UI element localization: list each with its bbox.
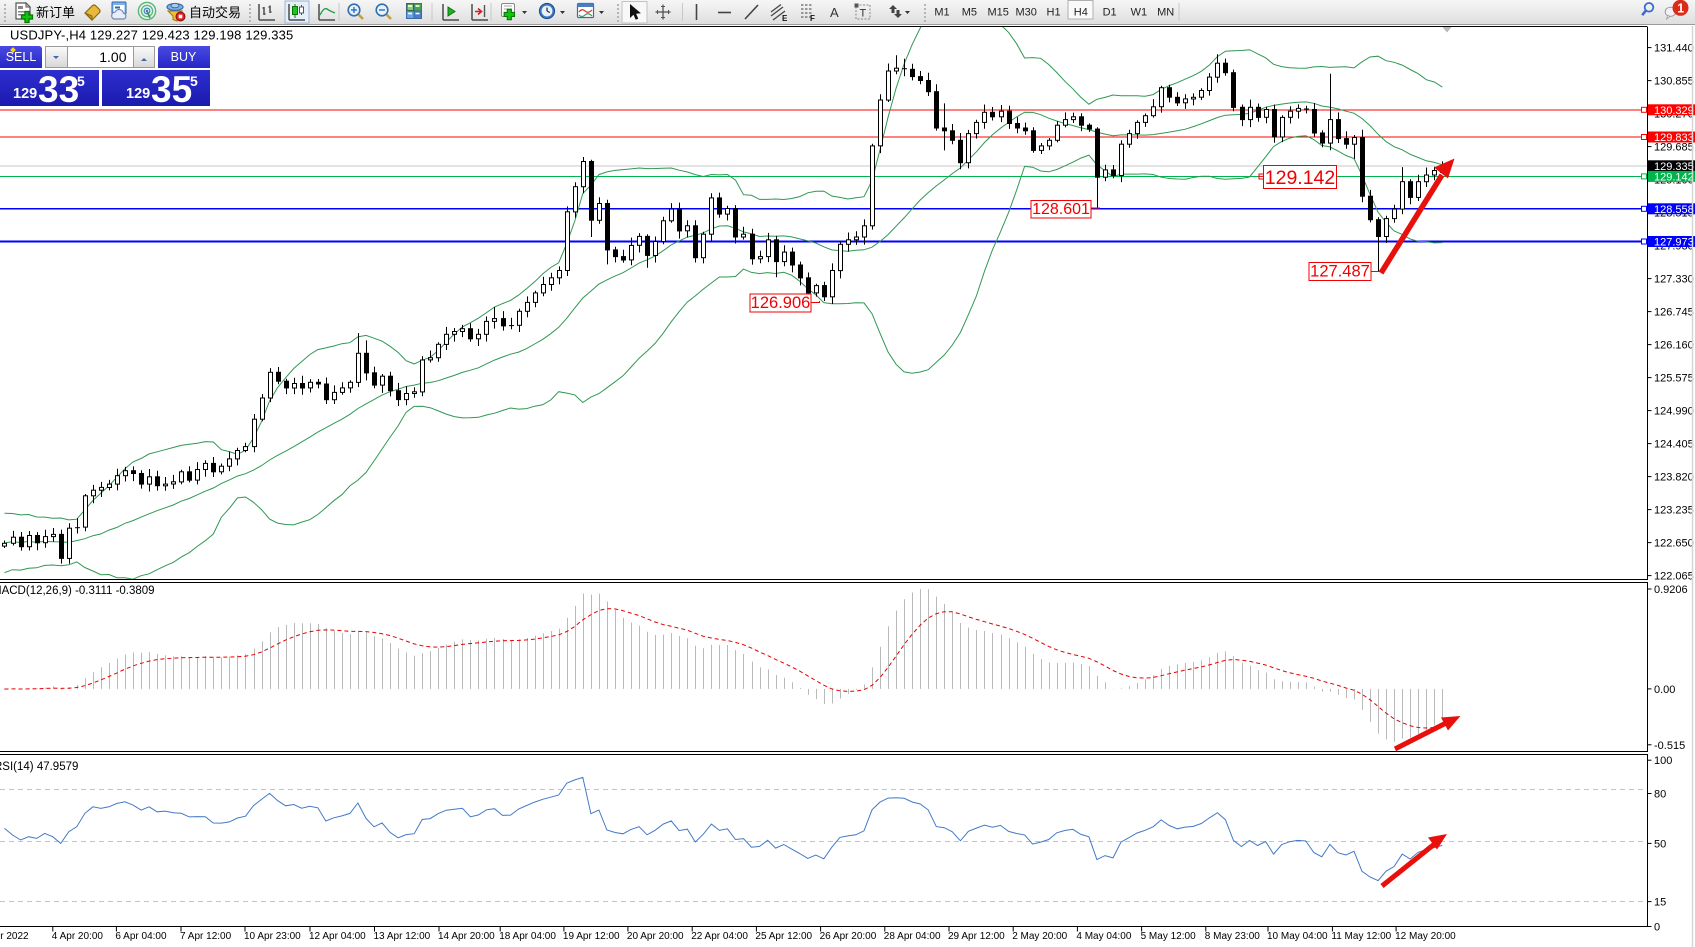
svg-text:131.440: 131.440 bbox=[1654, 43, 1694, 55]
svg-text:26 Apr 20:00: 26 Apr 20:00 bbox=[820, 931, 877, 942]
svg-text:129.142: 129.142 bbox=[1654, 171, 1694, 183]
svg-text:M30: M30 bbox=[1016, 7, 1037, 19]
svg-text:MN: MN bbox=[1157, 7, 1174, 19]
svg-text:127.487: 127.487 bbox=[1310, 263, 1370, 281]
svg-text:T: T bbox=[860, 8, 867, 20]
svg-text:12 May 20:00: 12 May 20:00 bbox=[1395, 931, 1456, 942]
svg-text:80: 80 bbox=[1654, 789, 1666, 801]
svg-text:13 Apr 12:00: 13 Apr 12:00 bbox=[374, 931, 431, 942]
svg-text:A: A bbox=[830, 5, 839, 20]
svg-text:19 Apr 12:00: 19 Apr 12:00 bbox=[563, 931, 620, 942]
svg-text:14 Apr 20:00: 14 Apr 20:00 bbox=[438, 931, 495, 942]
svg-text:-0.515: -0.515 bbox=[1654, 740, 1685, 752]
svg-text:25 Apr 12:00: 25 Apr 12:00 bbox=[755, 931, 812, 942]
svg-text:28 Apr 04:00: 28 Apr 04:00 bbox=[884, 931, 941, 942]
svg-text:H4: H4 bbox=[1074, 7, 1088, 19]
svg-text:129.833: 129.833 bbox=[1654, 132, 1694, 144]
svg-text:125.575: 125.575 bbox=[1654, 373, 1694, 385]
svg-text:123.820: 123.820 bbox=[1654, 472, 1694, 484]
svg-text:122.650: 122.650 bbox=[1654, 538, 1694, 550]
svg-text:20 Apr 20:00: 20 Apr 20:00 bbox=[627, 931, 684, 942]
svg-text:10 May 04:00: 10 May 04:00 bbox=[1267, 931, 1328, 942]
svg-text:自动交易: 自动交易 bbox=[189, 5, 241, 20]
svg-text:2 May 20:00: 2 May 20:00 bbox=[1012, 931, 1067, 942]
svg-text:0.00: 0.00 bbox=[1654, 684, 1675, 696]
svg-text:Apr 2022: Apr 2022 bbox=[0, 931, 29, 942]
svg-text:123.235: 123.235 bbox=[1654, 505, 1694, 517]
svg-text:M1: M1 bbox=[934, 7, 949, 19]
svg-text:124.405: 124.405 bbox=[1654, 439, 1694, 451]
svg-text:USDJPY-,H4 129.227 129.423 12: USDJPY-,H4 129.227 129.423 129.198 129.3… bbox=[10, 28, 293, 43]
svg-text:126.160: 126.160 bbox=[1654, 340, 1694, 352]
svg-text:F: F bbox=[810, 14, 815, 23]
svg-text:129.335: 129.335 bbox=[1654, 161, 1694, 173]
svg-text:126.906: 126.906 bbox=[751, 294, 811, 312]
svg-text:127.973: 127.973 bbox=[1654, 237, 1694, 249]
svg-text:0.9206: 0.9206 bbox=[1654, 584, 1688, 596]
svg-text:8 May 23:00: 8 May 23:00 bbox=[1205, 931, 1260, 942]
svg-text:M5: M5 bbox=[962, 7, 977, 19]
svg-text:M15: M15 bbox=[988, 7, 1009, 19]
svg-text:130.855: 130.855 bbox=[1654, 76, 1694, 88]
svg-text:5 May 12:00: 5 May 12:00 bbox=[1141, 931, 1196, 942]
svg-text:126.745: 126.745 bbox=[1654, 307, 1694, 319]
svg-text:4 Apr 20:00: 4 Apr 20:00 bbox=[52, 931, 104, 942]
svg-text:50: 50 bbox=[1654, 838, 1666, 850]
svg-text:6 Apr 04:00: 6 Apr 04:00 bbox=[115, 931, 167, 942]
svg-text:W1: W1 bbox=[1131, 7, 1148, 19]
svg-text:22 Apr 04:00: 22 Apr 04:00 bbox=[691, 931, 748, 942]
svg-text:122.065: 122.065 bbox=[1654, 571, 1694, 583]
svg-text:0: 0 bbox=[1654, 922, 1660, 934]
svg-text:H1: H1 bbox=[1047, 7, 1061, 19]
svg-text:130.329: 130.329 bbox=[1654, 105, 1694, 117]
svg-text:7 Apr 12:00: 7 Apr 12:00 bbox=[180, 931, 232, 942]
svg-text:128.601: 128.601 bbox=[1032, 201, 1090, 218]
svg-text:129.142: 129.142 bbox=[1265, 167, 1336, 189]
svg-text:11 May 12:00: 11 May 12:00 bbox=[1331, 931, 1391, 942]
svg-text:4 May 04:00: 4 May 04:00 bbox=[1076, 931, 1131, 942]
svg-text:D1: D1 bbox=[1103, 7, 1117, 19]
svg-text:新订单: 新订单 bbox=[36, 5, 75, 20]
svg-text:10 Apr 23:00: 10 Apr 23:00 bbox=[244, 931, 301, 942]
svg-text:129.685: 129.685 bbox=[1654, 142, 1694, 154]
svg-text:1: 1 bbox=[1677, 1, 1684, 15]
svg-text:18 Apr 04:00: 18 Apr 04:00 bbox=[499, 931, 556, 942]
svg-text:127.330: 127.330 bbox=[1654, 274, 1694, 286]
svg-text:15: 15 bbox=[1654, 897, 1666, 909]
svg-text:29 Apr 12:00: 29 Apr 12:00 bbox=[948, 931, 1005, 942]
svg-text:124.990: 124.990 bbox=[1654, 406, 1694, 418]
svg-text:128.558: 128.558 bbox=[1654, 204, 1694, 216]
svg-text:E: E bbox=[782, 14, 788, 23]
svg-text:RSI(14) 47.9579: RSI(14) 47.9579 bbox=[0, 761, 78, 773]
svg-text:MACD(12,26,9) -0.3111 -0.3809: MACD(12,26,9) -0.3111 -0.3809 bbox=[0, 585, 155, 597]
svg-text:12 Apr 04:00: 12 Apr 04:00 bbox=[309, 931, 366, 942]
svg-text:100: 100 bbox=[1654, 755, 1672, 767]
